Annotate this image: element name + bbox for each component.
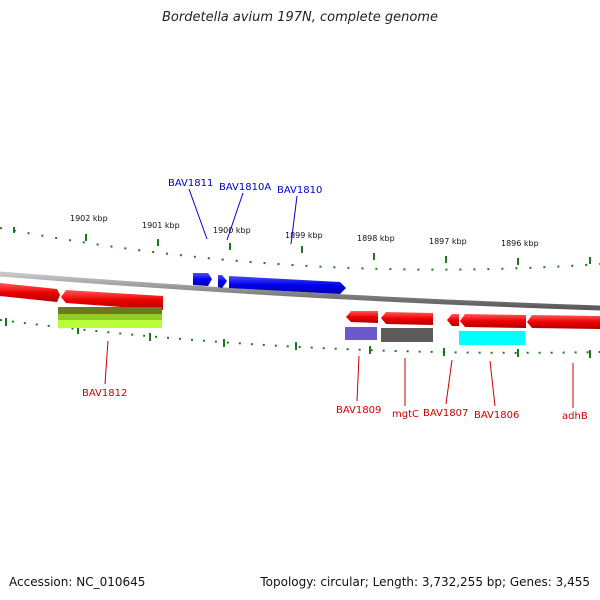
kbp-label-1901: 1901 kbp xyxy=(142,221,180,230)
gene-bav1807[interactable] xyxy=(447,314,459,326)
feature-bar-cyan[interactable] xyxy=(459,331,525,345)
label-bav1809: BAV1809 xyxy=(336,405,381,416)
label-bav1810a: BAV1810A xyxy=(219,182,271,193)
forward-strand-genes xyxy=(193,273,346,294)
outer-tick-ring xyxy=(0,227,600,271)
label-mgtc: mgtC xyxy=(392,409,419,420)
kbp-label-1897: 1897 kbp xyxy=(429,237,467,246)
feature-bar-olive[interactable] xyxy=(58,307,162,314)
feature-bar-gray[interactable] xyxy=(381,328,433,342)
kbp-label-1900: 1900 kbp xyxy=(213,226,251,235)
accession-text: Accession: NC_010645 xyxy=(9,575,146,589)
feature-bar-purple[interactable] xyxy=(345,327,377,340)
kbp-label-1902: 1902 kbp xyxy=(70,214,108,223)
kbp-label-1899: 1899 kbp xyxy=(285,231,323,240)
gene-mgtc[interactable] xyxy=(381,312,433,325)
gene-bav1809[interactable] xyxy=(346,311,378,323)
gene-left-partial[interactable] xyxy=(0,283,60,302)
gene-bav1810a[interactable] xyxy=(218,275,227,288)
feature-bar-green[interactable] xyxy=(58,314,162,321)
label-adhb: adhB xyxy=(562,411,588,422)
gene-bav1811[interactable] xyxy=(193,273,212,286)
label-leaders xyxy=(104,188,574,408)
gene-adhb[interactable] xyxy=(527,315,600,329)
label-bav1806: BAV1806 xyxy=(474,410,519,421)
label-bav1807: BAV1807 xyxy=(423,408,468,419)
reverse-strand-genes xyxy=(0,283,600,329)
kbp-label-1896: 1896 kbp xyxy=(501,239,539,248)
feature-bars xyxy=(58,307,525,345)
feature-bar-lime[interactable] xyxy=(58,320,162,328)
genome-backbone xyxy=(0,271,600,311)
genome-summary-text: Topology: circular; Length: 3,732,255 bp… xyxy=(260,575,590,589)
gene-bav1812[interactable] xyxy=(61,290,163,310)
gene-bav1806[interactable] xyxy=(460,314,526,328)
gene-bav1810[interactable] xyxy=(229,276,346,294)
label-bav1811: BAV1811 xyxy=(168,178,213,189)
label-bav1810: BAV1810 xyxy=(277,185,322,196)
kbp-label-1898: 1898 kbp xyxy=(357,234,395,243)
label-bav1812: BAV1812 xyxy=(82,388,127,399)
map-title: Bordetella avium 197N, complete genome xyxy=(162,10,438,25)
